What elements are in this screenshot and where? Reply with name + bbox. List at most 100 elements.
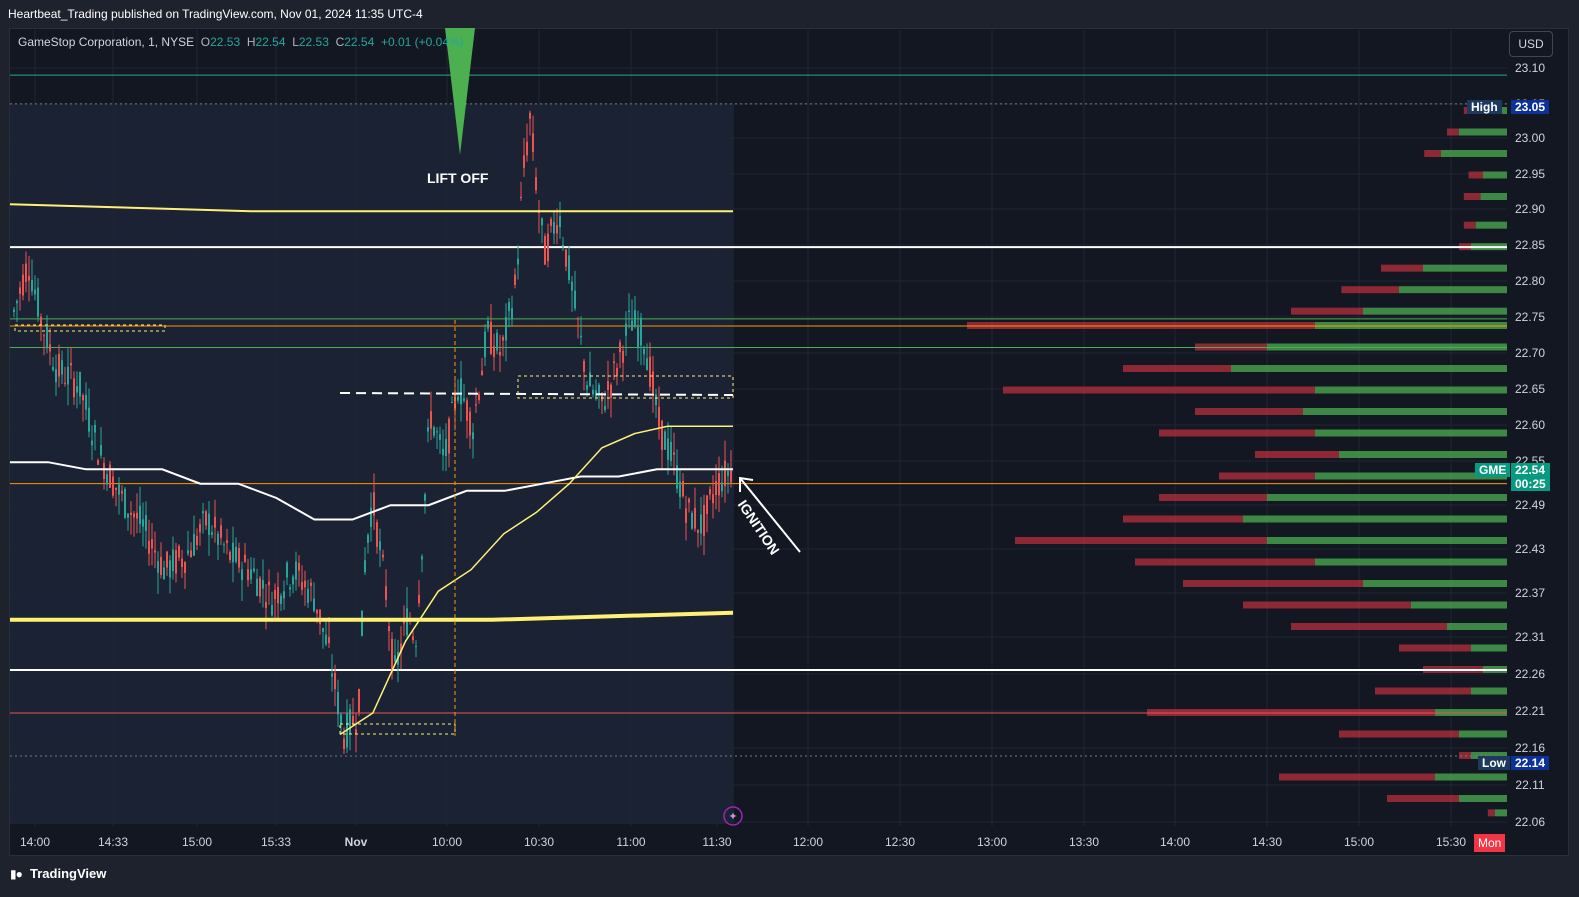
dashed-zone-box[interactable]	[339, 723, 456, 735]
candle-body[interactable]	[274, 589, 276, 600]
candle-body[interactable]	[502, 336, 504, 341]
candle-body[interactable]	[178, 545, 180, 558]
candle-body[interactable]	[82, 395, 84, 401]
candle-body[interactable]	[127, 513, 129, 518]
candle-body[interactable]	[325, 634, 327, 645]
candle-body[interactable]	[514, 274, 516, 286]
candle-body[interactable]	[175, 550, 177, 574]
candle-body[interactable]	[94, 424, 96, 433]
candle-body[interactable]	[172, 549, 174, 572]
tradingview-logo[interactable]: ▮● TradingView	[10, 866, 106, 881]
candle-body[interactable]	[169, 560, 171, 578]
candle-body[interactable]	[154, 550, 156, 553]
candle-body[interactable]	[28, 276, 30, 281]
candle-body[interactable]	[235, 546, 237, 562]
candle-body[interactable]	[706, 495, 708, 514]
candle-body[interactable]	[322, 627, 324, 632]
dashed-zone-box[interactable]	[14, 324, 166, 332]
candle-body[interactable]	[445, 438, 447, 456]
candle-body[interactable]	[343, 738, 345, 749]
candle-body[interactable]	[223, 544, 225, 546]
candle-body[interactable]	[481, 370, 483, 376]
candle-body[interactable]	[31, 279, 33, 292]
candle-body[interactable]	[424, 494, 426, 501]
candle-body[interactable]	[328, 637, 330, 644]
candle-body[interactable]	[592, 389, 594, 395]
candle-body[interactable]	[427, 427, 429, 432]
candle-body[interactable]	[694, 507, 696, 529]
candle-body[interactable]	[259, 577, 261, 597]
candle-body[interactable]	[616, 367, 618, 377]
candle-body[interactable]	[664, 431, 666, 450]
candle-body[interactable]	[52, 366, 54, 370]
candle-body[interactable]	[508, 302, 510, 312]
candle-body[interactable]	[385, 586, 387, 600]
candle-body[interactable]	[598, 384, 600, 396]
candle-body[interactable]	[637, 327, 639, 348]
candle-body[interactable]	[109, 464, 111, 488]
candle-body[interactable]	[676, 465, 678, 489]
candle-body[interactable]	[541, 218, 543, 226]
candle-body[interactable]	[493, 346, 495, 358]
candle-body[interactable]	[511, 308, 513, 320]
candle-body[interactable]	[349, 709, 351, 735]
candle-body[interactable]	[199, 523, 201, 533]
candle-body[interactable]	[679, 481, 681, 498]
candle-body[interactable]	[157, 561, 159, 573]
candle-body[interactable]	[88, 407, 90, 432]
candle-body[interactable]	[241, 569, 243, 581]
candle-body[interactable]	[247, 569, 249, 581]
candle-body[interactable]	[700, 514, 702, 534]
candle-body[interactable]	[682, 480, 684, 497]
candle-body[interactable]	[544, 236, 546, 265]
candle-body[interactable]	[556, 224, 558, 234]
candle-body[interactable]	[460, 378, 462, 405]
candle-body[interactable]	[193, 533, 195, 556]
candle-body[interactable]	[97, 460, 99, 465]
candle-body[interactable]	[580, 335, 582, 338]
candle-body[interactable]	[46, 325, 48, 349]
candle-body[interactable]	[526, 141, 528, 156]
candle-body[interactable]	[73, 378, 75, 398]
candle-body[interactable]	[187, 550, 189, 554]
candle-body[interactable]	[100, 445, 102, 456]
candle-body[interactable]	[163, 567, 165, 580]
candle-body[interactable]	[553, 221, 555, 234]
candle-body[interactable]	[496, 332, 498, 351]
candle-body[interactable]	[271, 604, 273, 616]
candle-body[interactable]	[196, 535, 198, 546]
candle-body[interactable]	[400, 643, 402, 654]
candle-body[interactable]	[646, 358, 648, 371]
candle-body[interactable]	[220, 525, 222, 538]
candle-body[interactable]	[301, 582, 303, 590]
candle-body[interactable]	[283, 591, 285, 599]
candle-body[interactable]	[688, 498, 690, 503]
candle-body[interactable]	[487, 320, 489, 329]
candle-body[interactable]	[355, 729, 357, 734]
candle-body[interactable]	[91, 440, 93, 446]
candle-body[interactable]	[586, 385, 588, 390]
candle-body[interactable]	[652, 371, 654, 394]
candle-body[interactable]	[112, 476, 114, 496]
candle-body[interactable]	[478, 393, 480, 401]
candle-body[interactable]	[382, 554, 384, 558]
candle-body[interactable]	[286, 562, 288, 578]
candle-body[interactable]	[436, 431, 438, 433]
candle-body[interactable]	[370, 507, 372, 527]
candle-body[interactable]	[715, 481, 717, 496]
candle-body[interactable]	[523, 155, 525, 168]
candle-body[interactable]	[34, 289, 36, 295]
candle-body[interactable]	[454, 392, 456, 411]
candle-body[interactable]	[280, 595, 282, 604]
candle-body[interactable]	[649, 356, 651, 387]
candle-body[interactable]	[532, 133, 534, 152]
ignition-arrow[interactable]	[739, 477, 801, 553]
candle-body[interactable]	[139, 505, 141, 525]
candle-body[interactable]	[472, 432, 474, 440]
candle-body[interactable]	[622, 350, 624, 363]
candle-body[interactable]	[661, 420, 663, 450]
candle-body[interactable]	[211, 532, 213, 535]
candle-body[interactable]	[505, 317, 507, 341]
candle-body[interactable]	[724, 460, 726, 487]
